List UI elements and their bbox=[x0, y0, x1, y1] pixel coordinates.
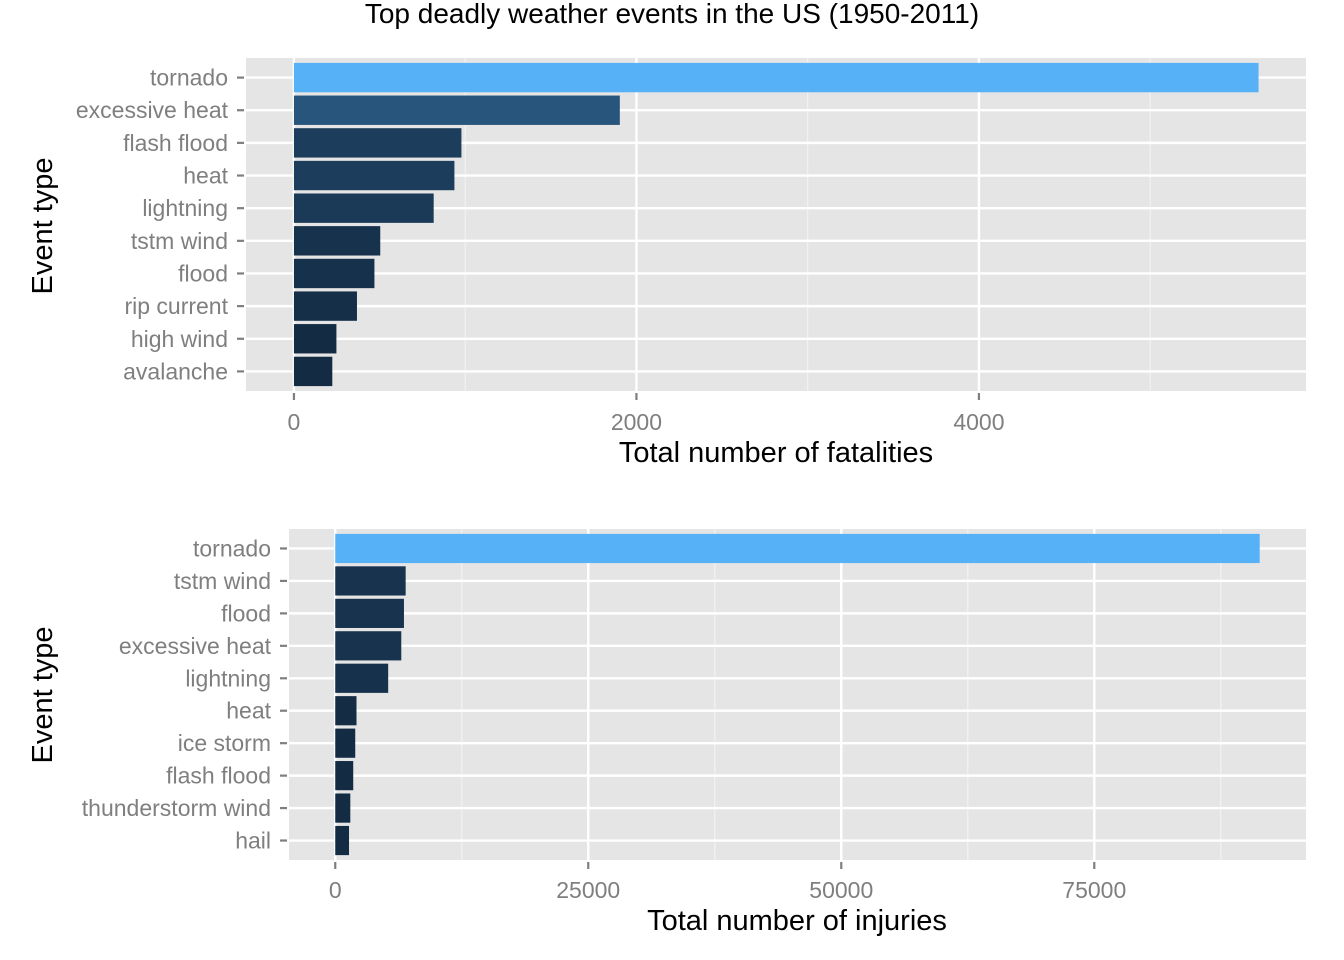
injuries-bars bbox=[335, 533, 1260, 856]
fatalities-bar-rip-current bbox=[293, 291, 357, 321]
fatalities-y-tick-label: excessive heat bbox=[76, 97, 229, 123]
fatalities-bar-heat bbox=[293, 160, 455, 191]
injuries-y-tick-label: tornado bbox=[193, 535, 271, 561]
injuries-y-tick-label: thunderstorm wind bbox=[82, 795, 271, 821]
injuries-y-tick-label: excessive heat bbox=[119, 633, 272, 659]
fatalities-x-tick-label: 0 bbox=[288, 409, 301, 435]
injuries-y-tick-label: heat bbox=[226, 698, 271, 724]
fatalities-x-axis-title: Total number of fatalities bbox=[619, 437, 933, 469]
fatalities-bar-excessive-heat bbox=[293, 95, 620, 125]
fatalities-bars bbox=[293, 62, 1259, 387]
injuries-y-axis-title: Event type bbox=[27, 626, 59, 763]
injuries-bar-hail bbox=[335, 825, 350, 856]
injuries-x-tick-label: 50000 bbox=[809, 877, 873, 903]
injuries-bar-lightning bbox=[335, 663, 389, 693]
fatalities-bar-lightning bbox=[293, 193, 434, 223]
injuries-y-tick-label: flash flood bbox=[166, 763, 271, 789]
fatalities-y-tick-label: flood bbox=[178, 260, 228, 286]
fatalities-y-axis: tornado excessive heat flash flood heat ligh… bbox=[76, 65, 244, 384]
injuries-bar-tstm-wind bbox=[335, 566, 406, 596]
fatalities-y-tick-label: lightning bbox=[142, 195, 228, 221]
injuries-x-axis-title: Total number of injuries bbox=[647, 905, 947, 937]
injuries-bar-ice-storm bbox=[335, 728, 356, 758]
injuries-y-tick-label: hail bbox=[235, 828, 271, 854]
injuries-y-tick-label: tstm wind bbox=[174, 568, 271, 594]
fatalities-bar-high-wind bbox=[293, 324, 337, 354]
injuries-bar-flood bbox=[335, 598, 404, 628]
fatalities-y-tick-label: avalanche bbox=[123, 358, 228, 384]
fatalities-y-tick-label: tstm wind bbox=[131, 228, 228, 254]
fatalities-y-tick-label: heat bbox=[183, 163, 228, 189]
fatalities-y-tick-label: flash flood bbox=[123, 130, 228, 156]
injuries-bar-excessive-heat bbox=[335, 631, 402, 661]
fatalities-y-tick-label: rip current bbox=[124, 293, 228, 319]
fatalities-bar-flood bbox=[293, 258, 375, 289]
injuries-y-axis: tornado tstm wind flood excessive heat light… bbox=[82, 535, 287, 854]
injuries-y-tick-label: flood bbox=[221, 600, 271, 626]
fatalities-bar-tstm-wind bbox=[293, 226, 381, 256]
injuries-y-tick-label: lightning bbox=[185, 665, 271, 691]
injuries-bar-tornado bbox=[335, 533, 1260, 564]
injuries-y-tick-label: ice storm bbox=[178, 730, 271, 756]
injuries-panel-background bbox=[289, 529, 1306, 860]
injuries-x-axis: 0 25000 50000 75000 bbox=[329, 862, 1126, 903]
injuries-bar-heat bbox=[335, 696, 357, 726]
fatalities-y-tick-label: tornado bbox=[150, 65, 228, 91]
injuries-bar-flash-flood bbox=[335, 761, 354, 791]
fatalities-x-tick-label: 2000 bbox=[611, 409, 662, 435]
fatalities-y-axis-title: Event type bbox=[27, 157, 59, 294]
fatalities-x-axis: 0 2000 4000 bbox=[288, 393, 1005, 435]
injuries-x-tick-label: 0 bbox=[329, 877, 342, 903]
injuries-x-tick-label: 25000 bbox=[556, 877, 620, 903]
fatalities-y-tick-label: high wind bbox=[131, 326, 228, 352]
fatalities-x-tick-label: 4000 bbox=[953, 409, 1004, 435]
fatalities-bar-flash-flood bbox=[293, 128, 462, 158]
fatalities-bar-tornado bbox=[293, 62, 1259, 93]
fatalities-bar-avalanche bbox=[293, 356, 333, 387]
injuries-x-tick-label: 75000 bbox=[1062, 877, 1126, 903]
fatalities-panel: tornado excessive heat flash flood heat ligh… bbox=[27, 58, 1306, 469]
chart-title: Top deadly weather events in the US (195… bbox=[365, 0, 979, 29]
injuries-panel: tornado tstm wind flood excessive heat light… bbox=[27, 529, 1306, 937]
injuries-bar-thunderstorm-wind bbox=[335, 793, 351, 823]
